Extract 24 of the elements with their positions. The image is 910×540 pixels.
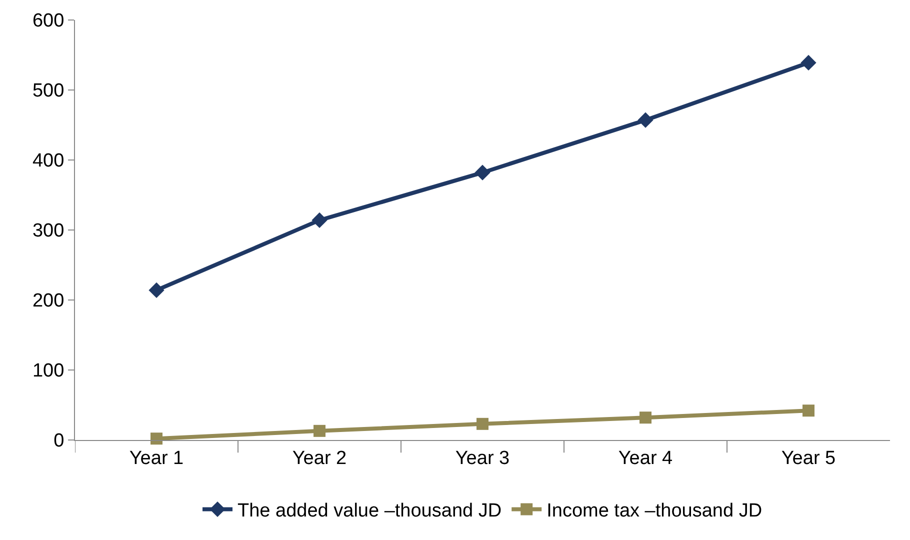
point — [314, 424, 326, 437]
legend-label: Income tax –thousand JD — [546, 500, 762, 522]
y-tick-label: 600 — [32, 10, 64, 32]
x-tick-label: Year 5 — [781, 448, 836, 469]
point — [312, 212, 328, 228]
y-tick-label: 0 — [54, 430, 64, 452]
y-tick-label: 300 — [32, 220, 64, 242]
x-tick-label: Year 4 — [618, 448, 674, 469]
point — [150, 432, 162, 445]
point — [474, 164, 490, 180]
point — [800, 54, 816, 70]
x-tick-label: Year 2 — [292, 448, 347, 469]
x-tick-label: Year 3 — [455, 448, 510, 469]
point — [802, 404, 814, 417]
y-tick-label: 100 — [32, 360, 64, 382]
legend-label: The added value –thousand JD — [238, 500, 502, 522]
point — [638, 112, 654, 128]
y-tick-label: 400 — [32, 150, 64, 172]
y-tick-label: 200 — [32, 290, 64, 312]
point — [640, 412, 652, 424]
point — [148, 282, 164, 298]
point — [476, 418, 488, 430]
y-tick-label: 500 — [32, 80, 64, 102]
x-tick-label: Year 1 — [129, 448, 184, 469]
